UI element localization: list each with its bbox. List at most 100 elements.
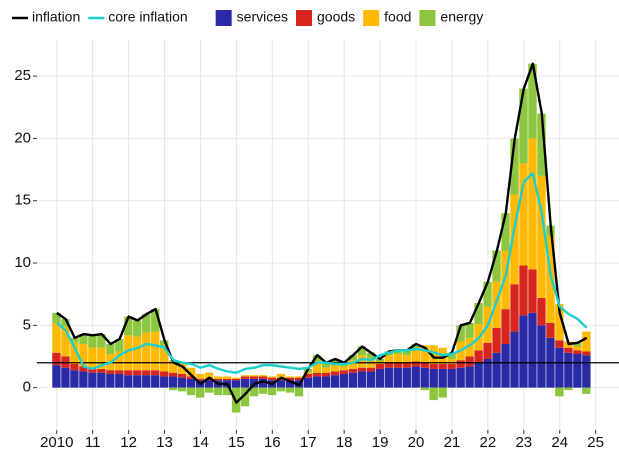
bar-segment: [438, 387, 447, 398]
bar-segment: [79, 371, 88, 388]
bar-segment: [411, 366, 420, 388]
bar-segment: [357, 367, 367, 372]
bar-segment: [88, 347, 97, 369]
bar-segment: [133, 336, 142, 371]
legend-swatch: [215, 10, 232, 26]
bar-segment: [456, 360, 465, 368]
x-tick-label: 12: [120, 434, 137, 451]
bar-segment: [366, 358, 376, 368]
bar-segment: [258, 387, 268, 394]
x-tick-label: 21: [444, 434, 461, 451]
bar-segment: [213, 376, 223, 379]
bar-segment: [510, 284, 519, 332]
bar-segment: [384, 362, 393, 368]
bar-segment: [501, 213, 510, 251]
bar-segment: [240, 387, 250, 407]
bar-segment: [115, 370, 124, 374]
bar-segment: [222, 387, 232, 396]
bar-segment: [204, 372, 214, 379]
bar-segment: [124, 335, 133, 371]
bar-segment: [178, 373, 187, 378]
bar-segment: [160, 376, 169, 388]
bar-segment: [519, 315, 528, 388]
bar-segment: [276, 387, 286, 392]
bar-segment: [231, 378, 241, 381]
bar-segment: [402, 362, 411, 368]
bar-segment: [483, 342, 492, 359]
bar-segment: [429, 387, 438, 401]
bar-segment: [546, 322, 555, 338]
bar-segment: [151, 375, 160, 388]
bar-segment: [276, 380, 286, 388]
bar-segment: [510, 194, 519, 285]
bar-segment: [348, 360, 358, 369]
bar-segment: [357, 346, 367, 356]
bar-segment: [555, 387, 564, 397]
bar-segment: [115, 373, 124, 388]
bar-segment: [582, 355, 591, 388]
bar-segment: [528, 269, 537, 313]
bar-segment: [195, 387, 205, 398]
bar-segment: [249, 387, 259, 397]
bar-segment: [510, 138, 519, 195]
bar-segment: [52, 322, 61, 353]
bar-segment: [528, 138, 537, 270]
bar-segment: [330, 358, 340, 364]
bar-segment: [582, 331, 591, 352]
bar-segment: [240, 378, 250, 388]
legend-swatch: [363, 10, 380, 26]
bar-segment: [186, 367, 196, 377]
bar-segment: [429, 345, 438, 364]
bar-segment: [447, 358, 456, 364]
bar-segment: [178, 377, 187, 388]
bar-segment: [555, 340, 564, 348]
bar-segment: [195, 373, 205, 379]
bar-segment: [510, 331, 519, 388]
bar-segment: [186, 387, 196, 396]
bar-segment: [339, 373, 349, 388]
bar-segment: [411, 349, 420, 362]
bar-segment: [312, 361, 322, 373]
bar-segment: [573, 342, 582, 347]
bar-segment: [411, 344, 420, 350]
bar-segment: [124, 316, 133, 336]
bar-segment: [52, 365, 61, 388]
bar-segment: [61, 319, 70, 327]
bar-segment: [366, 367, 376, 372]
bar-segment: [537, 175, 546, 298]
bar-segment: [321, 367, 331, 373]
bar-segment: [447, 368, 456, 388]
bar-segment: [366, 371, 376, 388]
y-tick-label: 25: [14, 67, 31, 84]
bar-segment: [348, 372, 358, 388]
legend-label: services: [237, 9, 288, 25]
bar-segment: [528, 63, 537, 139]
bar-segment: [97, 347, 106, 369]
bar-segment: [456, 367, 465, 388]
bar-segment: [88, 368, 97, 373]
bar-segment: [582, 387, 591, 394]
bar-segment: [501, 309, 510, 345]
bar-segment: [61, 356, 70, 368]
bar-segment: [124, 370, 133, 376]
bar-segment: [151, 331, 160, 371]
bar-segment: [420, 367, 429, 388]
bar-segment: [169, 372, 178, 377]
bar-segment: [52, 312, 61, 323]
bar-segment: [393, 350, 402, 354]
bar-segment: [294, 376, 304, 378]
bar-segment: [375, 358, 384, 362]
legend-swatch: [296, 10, 313, 26]
bar-segment: [384, 367, 393, 388]
bar-segment: [564, 347, 573, 353]
bar-segment: [474, 302, 483, 325]
line: [56, 172, 588, 374]
bar-segment: [133, 320, 142, 337]
bar-segment: [438, 363, 447, 369]
bar-segment: [537, 297, 546, 326]
bar-segment: [519, 163, 528, 266]
bar-segment: [151, 309, 160, 332]
x-tick-label: 22: [480, 434, 497, 451]
bar-segment: [321, 362, 331, 368]
bar-segment: [546, 235, 555, 323]
